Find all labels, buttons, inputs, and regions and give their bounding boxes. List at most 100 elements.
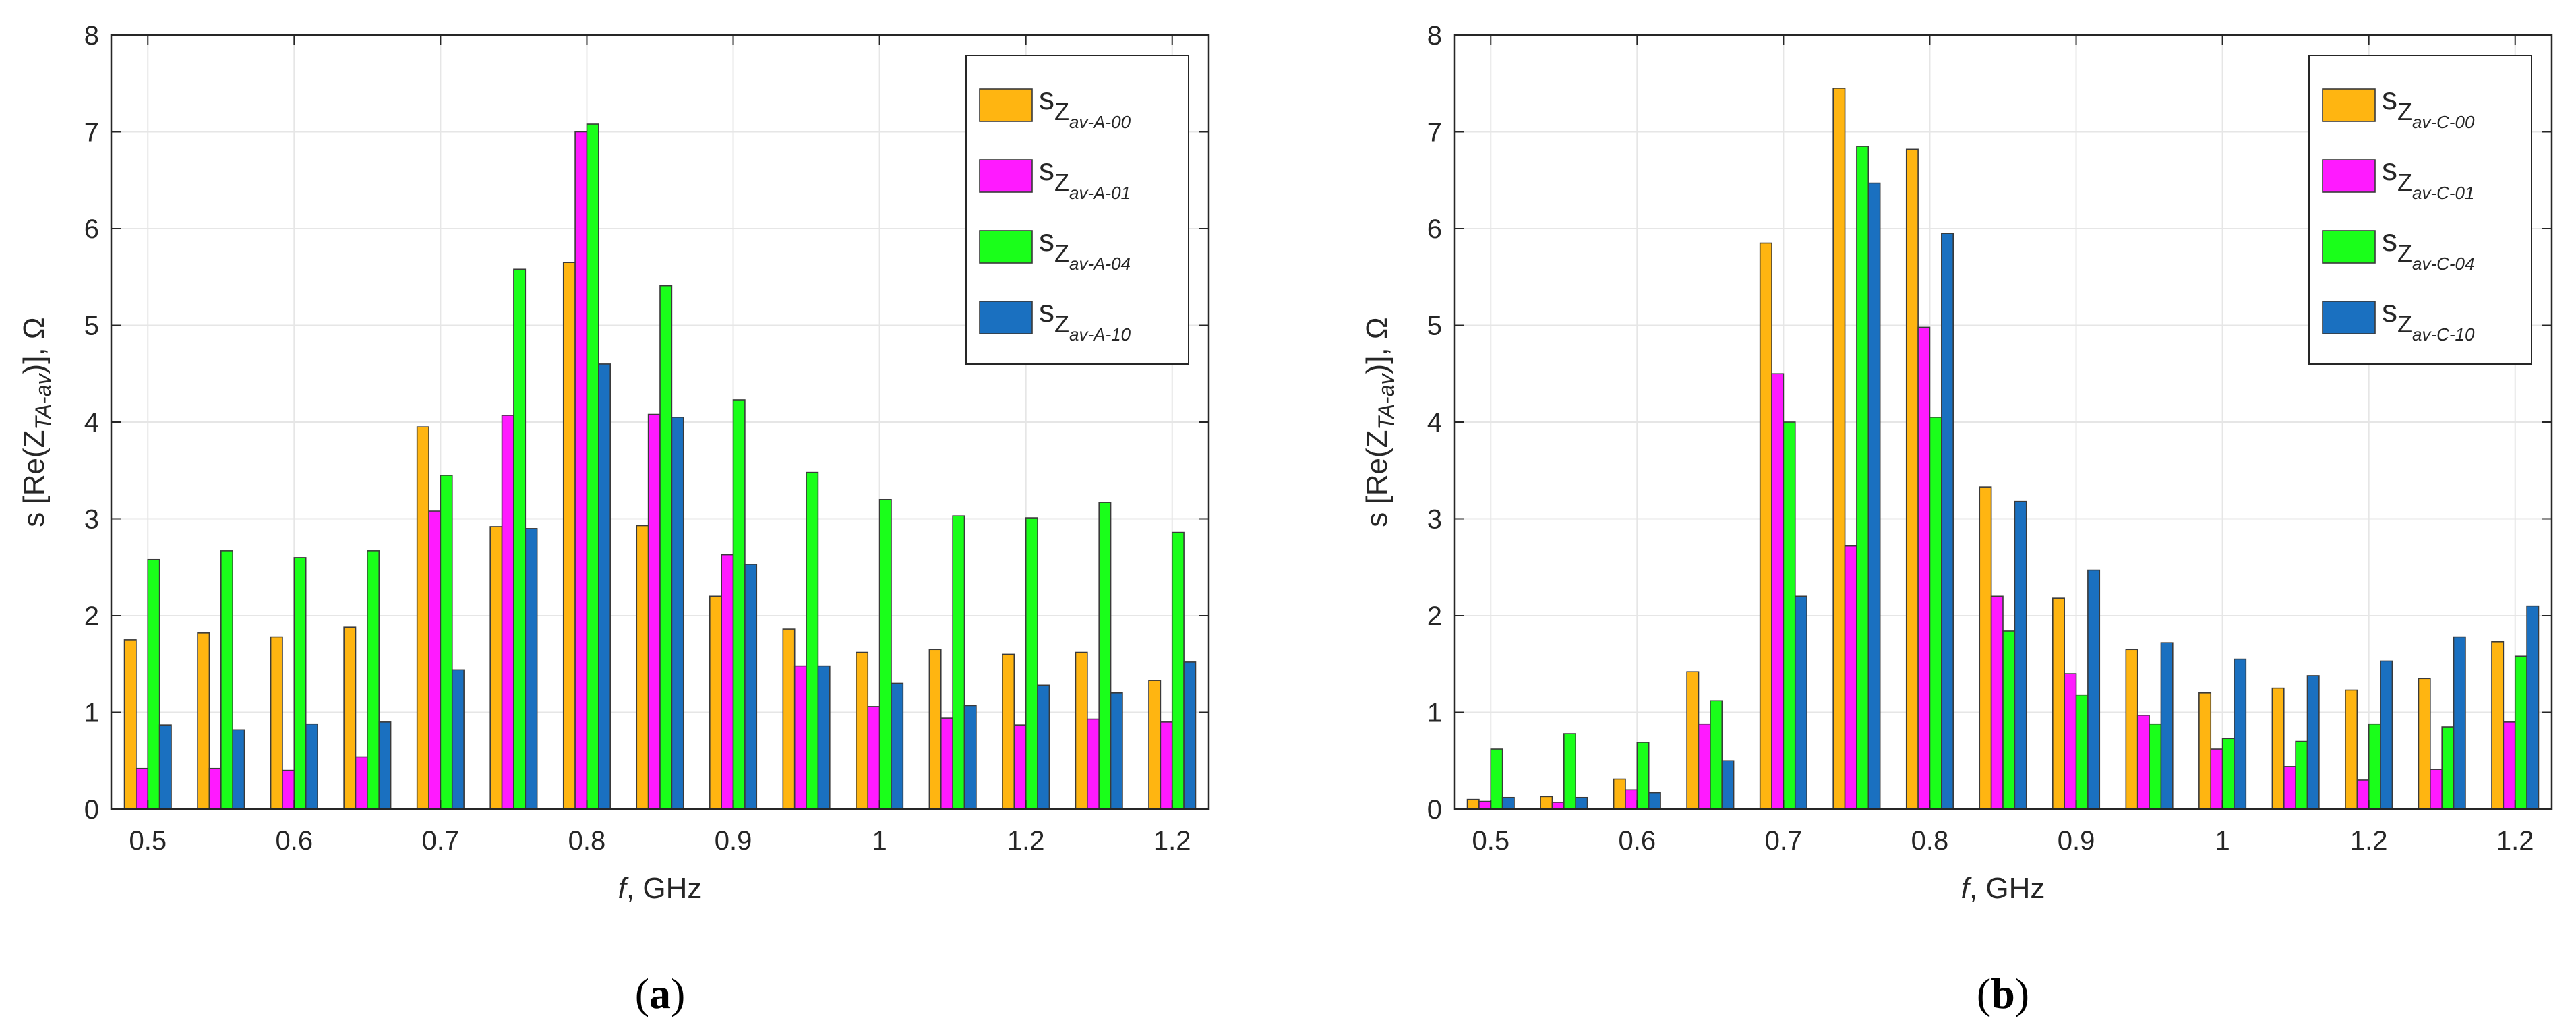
panel-a-bar-s2-c14 [1087,718,1100,810]
panel-a-bar-s2-c1 [136,767,149,810]
panel-b-bar-s2-c13 [2356,779,2370,810]
panel-a-xtick-label-1: 0.6 [276,826,313,856]
panel-a-y-axis-label: s [Re(ZTA-av)], Ω [18,317,55,527]
panel-a-legend-label-3: sZav-A-04 [1039,223,1131,274]
panel-b-bar-s4-c13 [2380,660,2393,810]
panel-b-bar-s2-c2 [1551,802,1565,810]
panel-a-xtick-label-5: 1 [872,826,887,856]
panel-a-bar-s2-c9 [721,554,734,810]
panel-a-bar-s3-c13 [1025,517,1038,810]
panel-b-bar-s1-c9 [2052,597,2065,810]
panel-b-legend-label-4: sZav-C-10 [2382,293,2475,345]
panel-a-legend-label-1-s: s [1039,81,1054,116]
panel-a-bar-s2-c11 [867,706,880,810]
panel-b-y-axis-label-post: )], Ω [1360,317,1394,374]
panel-a-xtick-label-2: 0.7 [422,826,460,856]
panel-a-bar-s2-c5 [428,510,442,810]
panel-b-legend-label-3: sZav-C-04 [2382,223,2474,274]
panel-b-ytick-label-8: 8 [1427,21,1442,51]
panel-b-chart: 0 1 2 3 4 5 6 7 8 0.5 0.6 0.7 0.8 0.9 1 1.2 1.2 f, GHz s [… [1360,21,2553,1017]
panel-a-bar-s4-c4 [378,721,392,810]
panel-b-bar-s1-c4 [1686,671,1700,810]
panel-b-bar-s2-c5 [1771,373,1785,810]
panel-b-bar-s4-c6 [1867,182,1881,810]
panel-a-bar-s3-c4 [367,550,380,810]
panel-b-legend-label-1-sub: av-C-00 [2412,112,2475,132]
panel-a-bar-s1-c3 [270,636,283,810]
panel-a-x-axis-label-unit: , GHz [626,872,702,905]
panel-a-ytick-label-0: 0 [84,795,99,825]
panel-a-bar-s1-c5 [416,426,429,810]
panel-b-ytick-label-4: 4 [1427,408,1442,438]
panel-b-bar-s1-c2 [1540,796,1553,810]
panel-b-ytick-label-7: 7 [1427,118,1442,148]
panel-b-bar-s1-c13 [2345,689,2358,810]
panel-b-legend-label-2-z: Z [2397,169,2412,196]
panel-b-bar-s3-c13 [2368,723,2381,810]
panel-b-bar-s2-c6 [1844,545,1857,810]
panel-a-legend-label-4-z: Z [1054,310,1069,338]
panel-a-bar-s1-c15 [1148,680,1162,810]
panel-b-bar-s2-c9 [2064,673,2077,810]
panel-a-legend-swatch-1 [979,88,1033,122]
panel-b-bar-s1-c7 [1905,148,1919,810]
panel-b-bar-s3-c8 [2002,630,2016,810]
panel-a-bar-s1-c2 [197,632,210,810]
panel-a-bar-s4-c2 [232,729,245,810]
panel-a-bar-s1-c10 [782,628,796,810]
panel-b-bar-s2-c7 [1917,326,1931,810]
panel-a-bar-s2-c2 [208,767,222,810]
panel-b-x-axis-label: f, GHz [1961,872,2045,905]
panel-a-bar-s1-c7 [562,262,576,810]
panel-b-bar-s4-c11 [2234,658,2247,810]
panel-b-bar-s3-c4 [1710,700,1723,810]
panel-b-bar-s3-c2 [1563,733,1576,810]
panel-b-bar-s4-c12 [2306,675,2320,810]
panel-a-bar-s4-c12 [963,705,977,810]
panel-b-xtick-label-1: 0.6 [1619,826,1656,856]
panel-a-xtick-label-0: 0.5 [129,826,167,856]
panel-a-bar-s4-c15 [1183,661,1197,810]
panel-a-bar-s1-c9 [709,595,722,810]
panel-a-ytick-label-3: 3 [84,505,99,535]
panel-a-bar-s4-c1 [158,724,172,810]
panel-a-bar-s1-c14 [1075,651,1088,810]
panel-a-xtick-label-7: 1.2 [1154,826,1191,856]
panel-b-bar-s2-c4 [1698,723,1711,810]
panel-a-bar-s3-c6 [513,268,527,810]
panel-b-bar-s2-c15 [2503,721,2516,810]
panel-b-panel-label-close: ) [2015,970,2029,1017]
panel-a-y-axis-label-sub: TA-av [31,373,55,430]
panel-a-bar-s3-c15 [1171,531,1185,810]
panel-a-legend-label-2-z: Z [1054,169,1069,196]
panel-a-ytick-label-1: 1 [84,699,99,728]
panel-a-panel-label-close: ) [671,970,685,1017]
panel-b-bar-s4-c5 [1794,595,1807,810]
panel-b-ytick-label-6: 6 [1427,214,1442,244]
panel-b-bar-s3-c11 [2221,738,2235,810]
panel-a-bar-s3-c5 [440,475,453,810]
panel-b-legend-swatch-3 [2322,230,2376,264]
panel-a-bar-s2-c15 [1160,721,1173,810]
panel-a-bar-s3-c11 [878,498,892,810]
panel-a-legend-label-4-sub: av-A-10 [1069,324,1131,345]
panel-b-ytick-label-5: 5 [1427,312,1442,341]
panel-a-xtick-label-3: 0.8 [568,826,606,856]
panel-b-legend-label-1-s: s [2382,81,2397,116]
panel-b-bar-s4-c4 [1721,760,1735,810]
panel-a-legend-label-1: sZav-A-00 [1039,81,1131,132]
panel-b-bar-s4-c2 [1575,796,1588,810]
panel-a-xtick-label-6: 1.2 [1007,826,1045,856]
panel-a-bar-s1-c12 [928,649,942,810]
panel-b-bar-s4-c9 [2087,569,2101,810]
panel-b-legend-label-2-sub: av-C-01 [2412,183,2474,203]
panel-a-bar-s4-c6 [525,528,538,810]
panel-a-bar-s4-c9 [744,564,758,810]
panel-a-panel-label-open: ( [635,970,649,1017]
panel-b-legend-label-4-z: Z [2397,310,2412,338]
panel-b-bar-s1-c14 [2418,678,2431,810]
panel-b-xtick-label-5: 1 [2215,826,2229,856]
panel-a-legend-label-1-z: Z [1054,98,1069,125]
